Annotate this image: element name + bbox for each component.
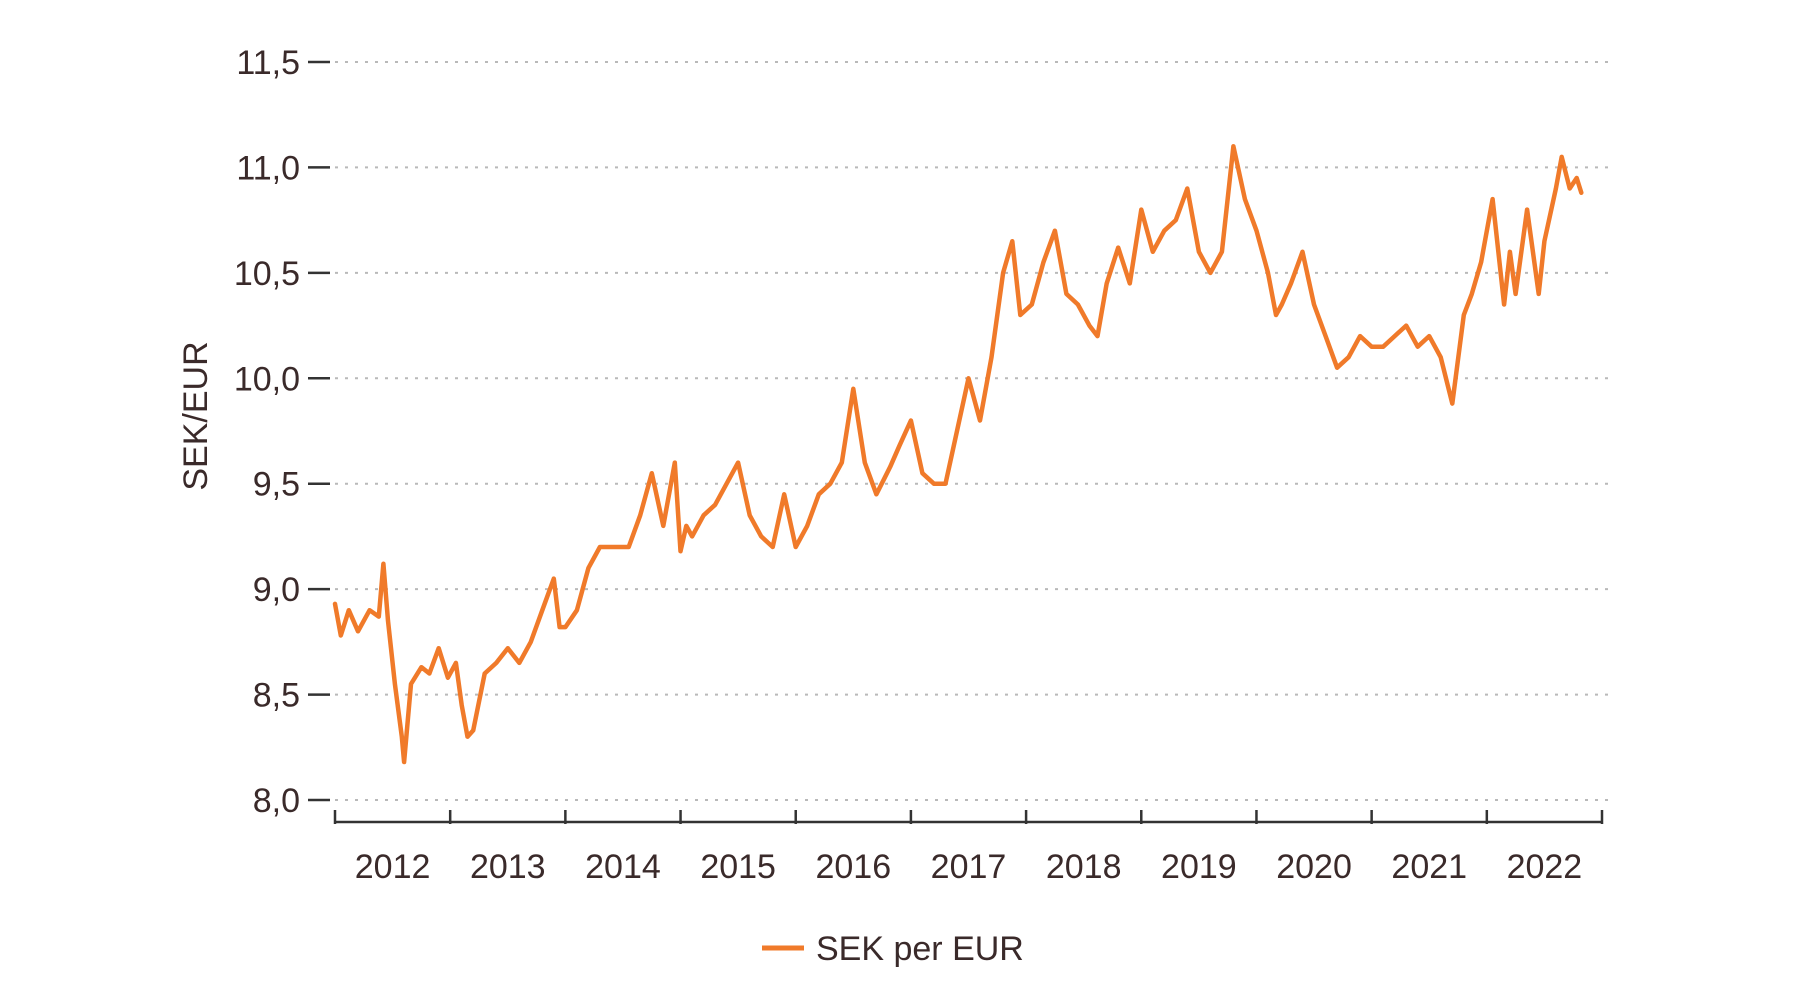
- legend: SEK per EUR: [762, 930, 1024, 968]
- y-tick-label: 10,5: [234, 255, 300, 293]
- x-tick-label: 2022: [1507, 848, 1583, 886]
- x-tick-label: 2016: [815, 848, 891, 886]
- x-tick-label: 2012: [355, 848, 431, 886]
- x-tick-label: 2015: [700, 848, 776, 886]
- y-axis-ticks: 8,0 8,5 9,0 9,5 10,0 10,5 11,0 11,5: [234, 44, 330, 820]
- y-tick-label: 8,5: [253, 677, 300, 715]
- x-tick-label: 2013: [470, 848, 546, 886]
- x-tick-label: 2017: [931, 848, 1007, 886]
- x-tick-label: 2019: [1161, 848, 1237, 886]
- y-tick-label: 9,5: [253, 466, 300, 504]
- legend-label: SEK per EUR: [816, 930, 1024, 968]
- series-layer: [332, 144, 1584, 765]
- y-axis-title: SEK/EUR: [177, 341, 215, 490]
- y-tick-label: 10,0: [234, 360, 300, 398]
- x-tick-label: 2021: [1391, 848, 1467, 886]
- x-axis-ticks: 2012 2013 2014 2015 2016 2017 2018 2019 2020 2021…: [333, 810, 1604, 886]
- x-tick-label: 2018: [1046, 848, 1122, 886]
- gridlines: [335, 61, 1610, 801]
- x-tick-label: 2014: [585, 848, 661, 886]
- y-tick-label: 9,0: [253, 571, 300, 609]
- x-tick-label: 2020: [1276, 848, 1352, 886]
- y-tick-label: 11,0: [236, 149, 300, 187]
- series-line: [332, 144, 1584, 765]
- y-tick-label: 8,0: [253, 782, 300, 820]
- y-tick-label: 11,5: [236, 44, 300, 82]
